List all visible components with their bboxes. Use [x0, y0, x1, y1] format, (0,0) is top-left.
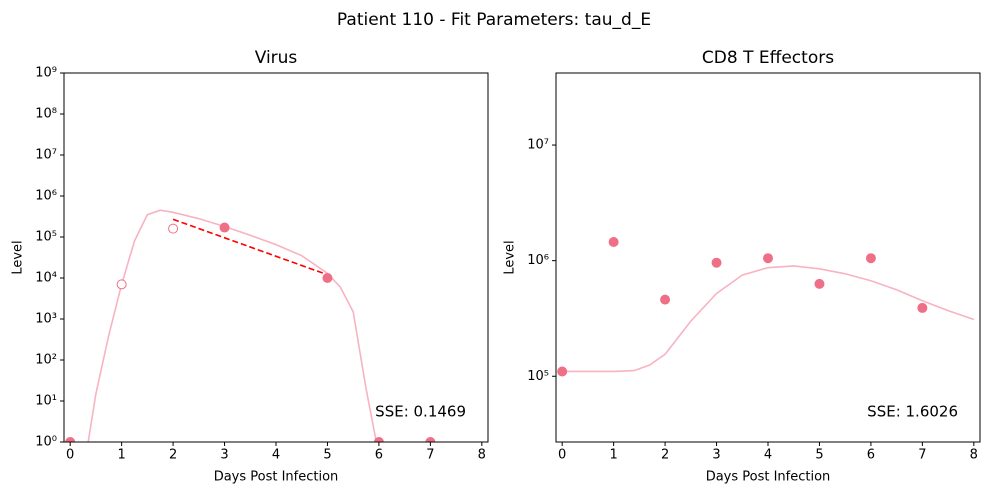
- x-axis-label: Days Post Infection: [706, 470, 831, 485]
- x-tick-label: 2: [661, 448, 669, 463]
- data-point: [425, 437, 436, 442]
- data-point: [322, 273, 333, 283]
- x-tick-label: 0: [558, 448, 566, 463]
- y-tick-label: 10³: [35, 312, 57, 327]
- x-tick-label: 0: [66, 448, 74, 463]
- x-tick-label: 3: [220, 448, 228, 463]
- axes-frame: [63, 72, 489, 443]
- x-tick-label: 7: [918, 448, 926, 463]
- y-tick-label: 10⁶: [527, 253, 549, 268]
- data-point: [763, 253, 773, 264]
- plot-area: [557, 237, 975, 377]
- x-tick-label: 4: [272, 448, 280, 463]
- x-tick-label: 4: [764, 448, 772, 463]
- subplot: Virus Days Post Infection Level 0 1 2 3 4 5 6 7 8 10…: [11, 48, 489, 485]
- data-point: [373, 437, 384, 442]
- fit-curve: [87, 209, 378, 442]
- x-tick-label: 1: [117, 448, 125, 463]
- data-point: [917, 302, 928, 313]
- fit-line-dashed: [172, 218, 328, 276]
- y-tick-label: 10⁸: [35, 107, 57, 122]
- data-point: [65, 437, 76, 442]
- data-point: [711, 257, 722, 268]
- y-tick-label: 10⁷: [35, 148, 57, 163]
- open-data-point: [116, 279, 127, 290]
- data-point: [557, 366, 568, 377]
- y-tick-label: 10⁹: [35, 66, 57, 81]
- subplot-title: Virus: [255, 48, 298, 68]
- open-data-point: [168, 223, 179, 234]
- x-tick-label: 8: [478, 448, 486, 463]
- data-point: [219, 222, 230, 233]
- y-tick-label: 10⁰: [35, 435, 57, 450]
- x-tick-label: 8: [970, 448, 978, 463]
- y-tick-label: 10⁵: [35, 230, 57, 245]
- data-point: [814, 278, 825, 289]
- x-tick-label: 6: [867, 448, 875, 463]
- annotation: SSE: 1.6026: [867, 403, 958, 421]
- x-tick-label: 6: [375, 448, 383, 463]
- plot-area: [65, 209, 436, 442]
- y-tick-label: 10⁷: [527, 138, 549, 153]
- data-point: [865, 253, 876, 264]
- subplot-title: CD8 T Effectors: [702, 48, 834, 68]
- x-tick-label: 5: [815, 448, 823, 463]
- figure-title: Patient 110 - Fit Parameters: tau_d_E: [337, 10, 651, 30]
- y-tick-label: 10²: [35, 353, 57, 368]
- x-tick-label: 3: [712, 448, 720, 463]
- y-tick-label: 10⁵: [527, 369, 549, 384]
- fit-curve: [562, 265, 975, 373]
- y-tick-label: 10⁴: [35, 271, 57, 286]
- y-tick-label: 10¹: [35, 394, 57, 409]
- data-point: [660, 294, 671, 305]
- x-tick-label: 7: [426, 448, 434, 463]
- data-point: [608, 237, 619, 248]
- x-axis-label: Days Post Infection: [214, 470, 339, 485]
- annotation: SSE: 0.1469: [375, 403, 466, 421]
- x-tick-label: 1: [609, 448, 617, 463]
- y-axis-label: Level: [11, 240, 26, 274]
- x-tick-label: 2: [169, 448, 177, 463]
- y-axis-label: Level: [503, 240, 518, 274]
- x-tick-label: 5: [323, 448, 331, 463]
- y-tick-label: 10⁶: [35, 189, 57, 204]
- axes-frame: [555, 72, 981, 443]
- subplot: CD8 T Effectors Days Post Infection Level 0…: [503, 48, 981, 485]
